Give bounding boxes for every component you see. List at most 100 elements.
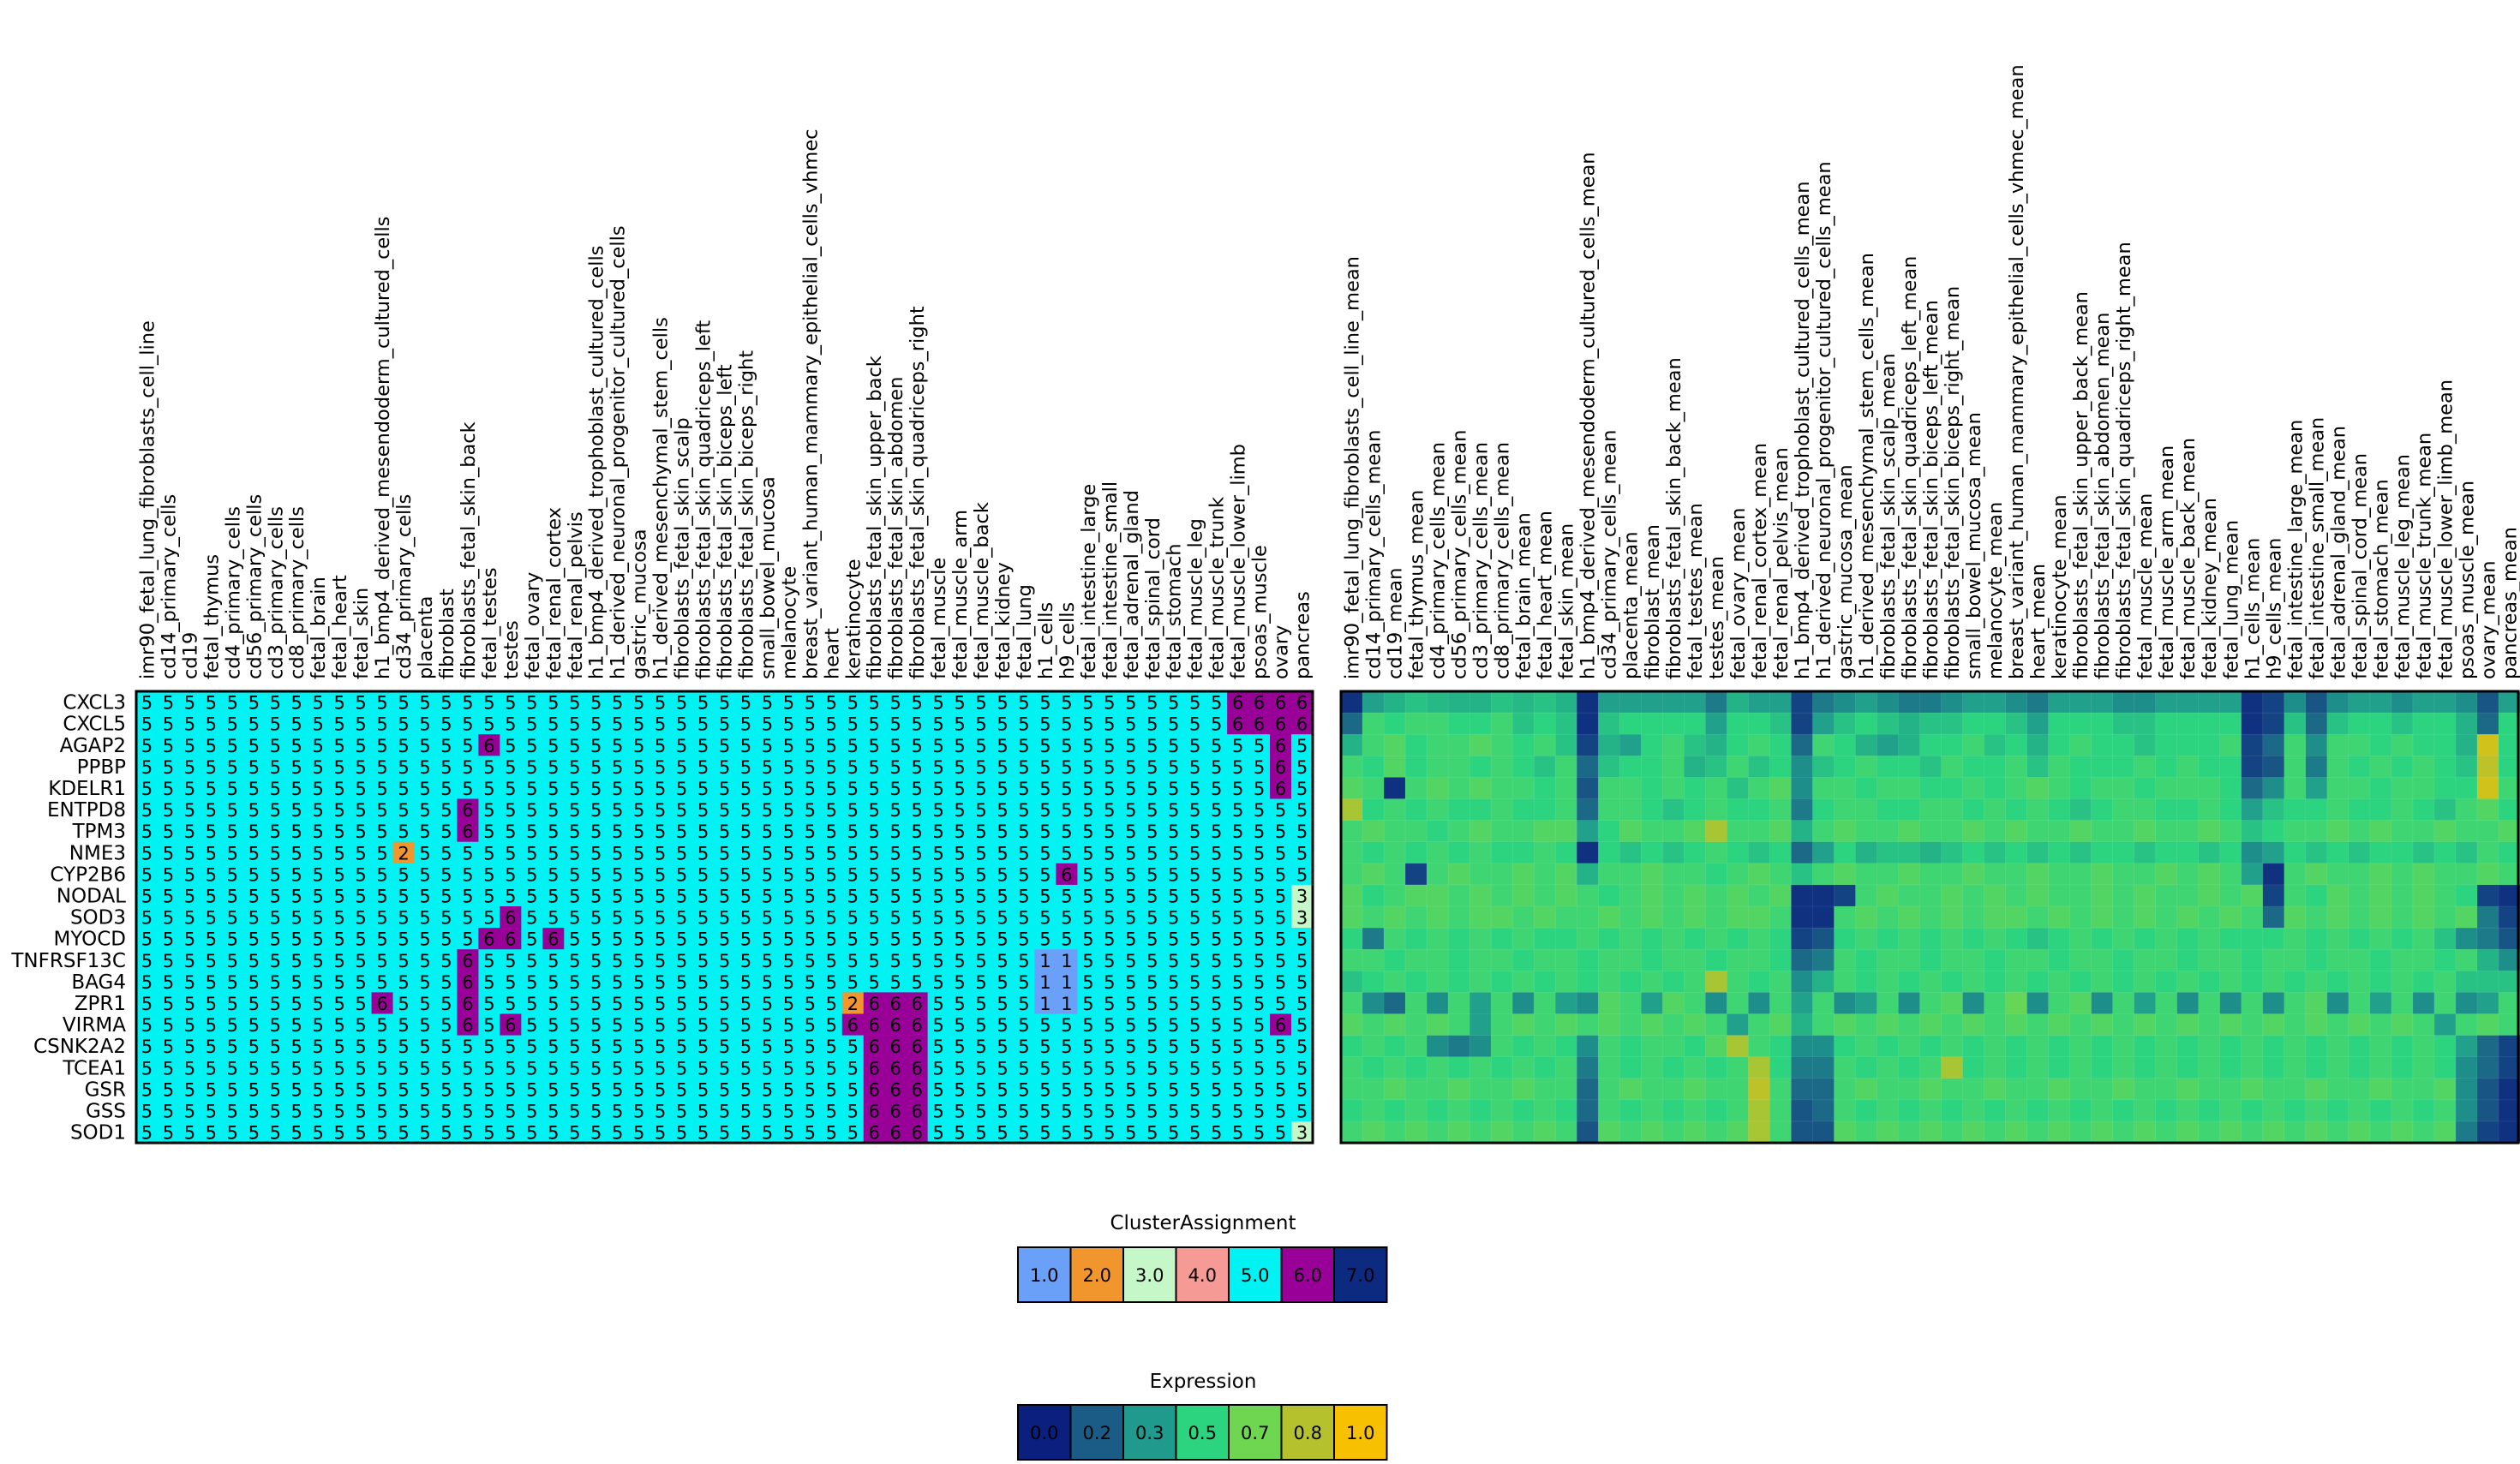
- cluster-cell-label: 5: [805, 1123, 816, 1144]
- cluster-cell-label: 5: [612, 779, 623, 799]
- expression-cell: [1769, 1099, 1792, 1122]
- cluster-cell: [392, 884, 415, 907]
- cluster-cell: [136, 1013, 159, 1036]
- cluster-cell-label: 5: [1254, 1037, 1265, 1057]
- cluster-cell: [820, 884, 843, 907]
- expression-cell: [2241, 1013, 2264, 1037]
- expression-cell: [2305, 1035, 2328, 1058]
- cluster-cell: [863, 798, 886, 821]
- expression-cell: [1941, 992, 1964, 1015]
- cluster-cell-label: 5: [569, 714, 580, 735]
- cluster-cell-label: 5: [1189, 908, 1200, 929]
- expression-cell: [2134, 1056, 2157, 1079]
- cluster-cell: [714, 734, 736, 756]
- expression-cell: [2026, 733, 2050, 756]
- expression-cell: [1705, 798, 1727, 822]
- cluster-cell-label: 5: [805, 843, 816, 863]
- cluster-cell-label: 6: [890, 994, 901, 1014]
- cluster-cell-label: 5: [206, 1015, 217, 1036]
- cluster-cell: [1056, 691, 1078, 714]
- cluster-cell: [200, 820, 223, 842]
- cluster-cell-label: 5: [676, 1037, 687, 1057]
- cluster-cell: [649, 863, 672, 886]
- cluster-cell: [1184, 1013, 1206, 1036]
- expression-cell: [2326, 971, 2349, 994]
- cluster-cell: [457, 691, 479, 714]
- cluster-cell: [970, 734, 992, 756]
- cluster-cell: [734, 777, 757, 799]
- cluster-cell-label: 6: [890, 1037, 901, 1057]
- cluster-cell-label: 5: [633, 843, 644, 863]
- expression-cell: [2412, 777, 2435, 800]
- cluster-cell: [734, 906, 757, 929]
- expression-cell: [2348, 863, 2371, 886]
- cluster-cell: [521, 756, 543, 778]
- cluster-cell-label: 5: [1146, 757, 1158, 778]
- cluster-cell-label: 5: [997, 1123, 1008, 1144]
- cluster-cell-label: 5: [911, 951, 922, 971]
- legend-swatch-label: 1.0: [1030, 1265, 1058, 1286]
- cluster-cell-label: 5: [590, 1123, 602, 1144]
- cluster-cell: [1248, 1078, 1271, 1101]
- cluster-cell-label: 5: [483, 864, 494, 885]
- cluster-cell: [414, 863, 436, 886]
- expression-cell: [1340, 755, 1363, 778]
- expression-cell: [2348, 1078, 2371, 1101]
- cluster-cell-label: 5: [762, 972, 773, 993]
- cluster-cell-label: 5: [847, 886, 859, 906]
- expression-cell: [1962, 777, 1985, 800]
- expression-cell: [1576, 992, 1599, 1015]
- cluster-cell-label: 5: [1018, 1101, 1029, 1121]
- expression-cell: [1447, 948, 1470, 971]
- expression-cell: [1576, 841, 1599, 864]
- expression-cell: [1683, 820, 1706, 843]
- column-label: fetal_ovary: [522, 572, 544, 679]
- cluster-cell: [884, 906, 907, 929]
- expression-cell: [1962, 948, 1985, 971]
- cluster-cell: [884, 992, 907, 1014]
- cluster-cell: [884, 798, 907, 821]
- cluster-cell-label: 5: [1189, 757, 1200, 778]
- cluster-cell: [221, 1056, 244, 1079]
- expression-cell: [2498, 927, 2520, 950]
- cluster-cell-label: 5: [1168, 1123, 1179, 1144]
- expression-cell: [1748, 1078, 1770, 1101]
- cluster-cell: [1034, 713, 1056, 735]
- expression-cell: [1683, 1078, 1706, 1101]
- expression-cell: [1554, 905, 1577, 929]
- cluster-cell-label: 5: [826, 1058, 837, 1079]
- expression-cell: [2005, 1099, 2028, 1122]
- cluster-cell: [1291, 756, 1314, 778]
- cluster-cell-label: 5: [1104, 1037, 1115, 1057]
- cluster-cell-label: 5: [270, 822, 281, 842]
- expression-cell: [1855, 1056, 1878, 1079]
- column-label: fetal_spinal_cord_mean: [2349, 453, 2371, 679]
- expression-cell: [2005, 905, 2028, 929]
- expression-cell: [2305, 733, 2328, 756]
- expression-cell: [1426, 1035, 1449, 1058]
- cluster-cell-label: 5: [1189, 693, 1200, 714]
- cluster-cell-label: 5: [355, 800, 366, 821]
- expression-cell: [2262, 777, 2285, 800]
- expression-cell: [1597, 690, 1620, 714]
- expression-cell: [2369, 905, 2392, 929]
- cluster-cell: [200, 884, 223, 907]
- cluster-cell-label: 5: [440, 736, 452, 756]
- cluster-cell: [1120, 863, 1142, 886]
- cluster-cell-label: 5: [975, 1058, 986, 1079]
- cluster-cell: [841, 756, 865, 778]
- expression-cell: [1683, 971, 1706, 994]
- cluster-cell: [1141, 949, 1164, 971]
- cluster-cell-label: 5: [954, 1015, 965, 1036]
- cluster-cell: [1227, 691, 1249, 714]
- cluster-cell: [756, 756, 779, 778]
- cluster-cell: [863, 971, 886, 993]
- cluster-cell: [1098, 906, 1121, 929]
- expression-cell: [2176, 777, 2200, 800]
- cluster-cell-label: 5: [483, 1015, 494, 1036]
- expression-cell: [1812, 798, 1835, 822]
- cluster-cell-label: 5: [462, 929, 473, 950]
- expression-cell: [2069, 755, 2092, 778]
- cluster-cell-label: 6: [1296, 714, 1308, 735]
- expression-cell: [1597, 712, 1620, 735]
